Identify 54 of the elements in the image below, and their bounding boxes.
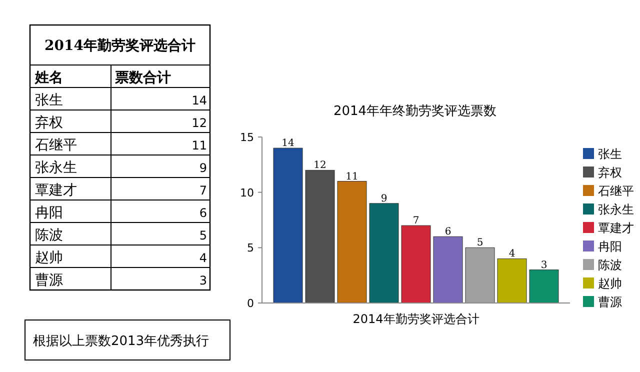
category-label: 赵帅: [35, 250, 63, 266]
data-label: 4: [508, 248, 516, 260]
category-label: 石继平: [35, 138, 77, 154]
data-label: 14: [282, 138, 294, 150]
bar: [401, 225, 431, 304]
bar: [337, 181, 367, 304]
data-label: 3: [199, 274, 207, 288]
text: 票数合计: [114, 70, 171, 86]
text: 2014年勤劳奖评选合计: [44, 38, 196, 54]
data-label: 11: [346, 171, 358, 182]
bar: [497, 258, 527, 304]
bar: [305, 170, 335, 304]
legend-label: 赵帅: [598, 276, 622, 290]
bar: [273, 148, 303, 304]
legend-label: 张永生: [598, 202, 634, 216]
category-label: 张生: [35, 92, 63, 108]
data-label: 7: [199, 184, 207, 198]
bar: [369, 203, 399, 304]
category-label: 覃建才: [35, 182, 77, 198]
category-label: 弃权: [35, 115, 63, 131]
y-tick-label: 10: [240, 186, 254, 200]
category-label: 曹源: [35, 272, 63, 288]
y-tick-label: 0: [247, 297, 254, 310]
data-label: 5: [199, 228, 207, 242]
category-label: 陈波: [35, 228, 63, 244]
y-tick-label: 15: [240, 131, 254, 144]
legend-label: 陈波: [598, 258, 622, 272]
category-label: 张永生: [35, 160, 77, 176]
text: 根据以上票数2013年优秀执行: [33, 334, 210, 349]
bar: [465, 247, 495, 304]
y-tick-label: 5: [247, 242, 254, 255]
data-label: 5: [476, 238, 484, 249]
data-label: 9: [199, 161, 207, 175]
data-label: 14: [192, 94, 207, 108]
data-label: 9: [380, 193, 388, 204]
data-label: 6: [444, 226, 452, 238]
legend-label: 覃建才: [598, 221, 634, 235]
data-label: 4: [199, 251, 207, 265]
category-label: 冉阳: [35, 205, 63, 221]
text: 姓名: [34, 70, 63, 86]
data-label: 12: [314, 160, 326, 172]
legend-label: 冉阳: [598, 240, 622, 254]
data-label: 11: [192, 138, 207, 152]
legend-label: 曹源: [598, 295, 622, 309]
data-label: 3: [540, 260, 548, 271]
data-label: 6: [199, 206, 207, 220]
bar: [529, 270, 559, 304]
data-label: 7: [412, 216, 420, 227]
legend-label: 张生: [598, 147, 622, 161]
legend-label: 石继平: [598, 184, 634, 198]
data-label: 12: [192, 116, 207, 130]
legend-label: 弃权: [598, 166, 622, 180]
chart-title: 2014年年终勤劳奖评选票数: [333, 104, 497, 119]
bar: [433, 236, 463, 304]
